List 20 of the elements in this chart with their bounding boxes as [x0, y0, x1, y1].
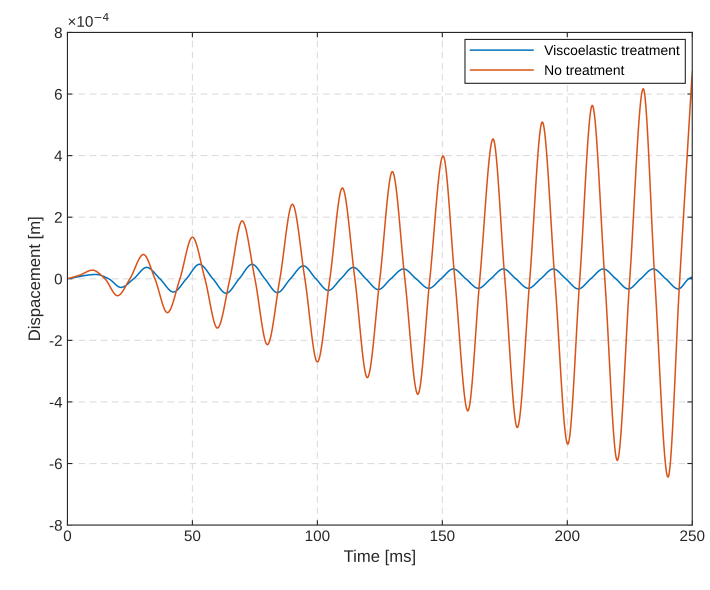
x-axis-title: Time [ms] [344, 550, 415, 566]
y-tick-label: -8 [50, 520, 62, 531]
y-tick-label: 4 [54, 150, 62, 162]
x-tick-label: 200 [555, 530, 580, 542]
y-axis-title: Dispacement [m] [28, 217, 44, 340]
text: ×10$^{−4}$ [68, 13, 109, 27]
x-tick-label: 50 [184, 530, 200, 542]
x-tick-label: 250 [680, 530, 704, 542]
y-tick-label: 8 [54, 27, 62, 38]
legend-label: Viscoelastic treatment [544, 44, 680, 56]
y-tick-label: 2 [54, 212, 62, 223]
x-tick-label: 0 [64, 530, 72, 542]
x-tick-label: 100 [306, 530, 330, 542]
y-tick-label: -2 [50, 335, 62, 346]
y-tick-label: -6 [50, 458, 62, 470]
y-tick-label: -4 [50, 396, 62, 408]
y-tick-label: 0 [54, 274, 62, 284]
x-tick-label: 150 [430, 530, 454, 542]
legend-label: No treatment [545, 65, 624, 76]
y-tick-label: 6 [54, 88, 62, 100]
